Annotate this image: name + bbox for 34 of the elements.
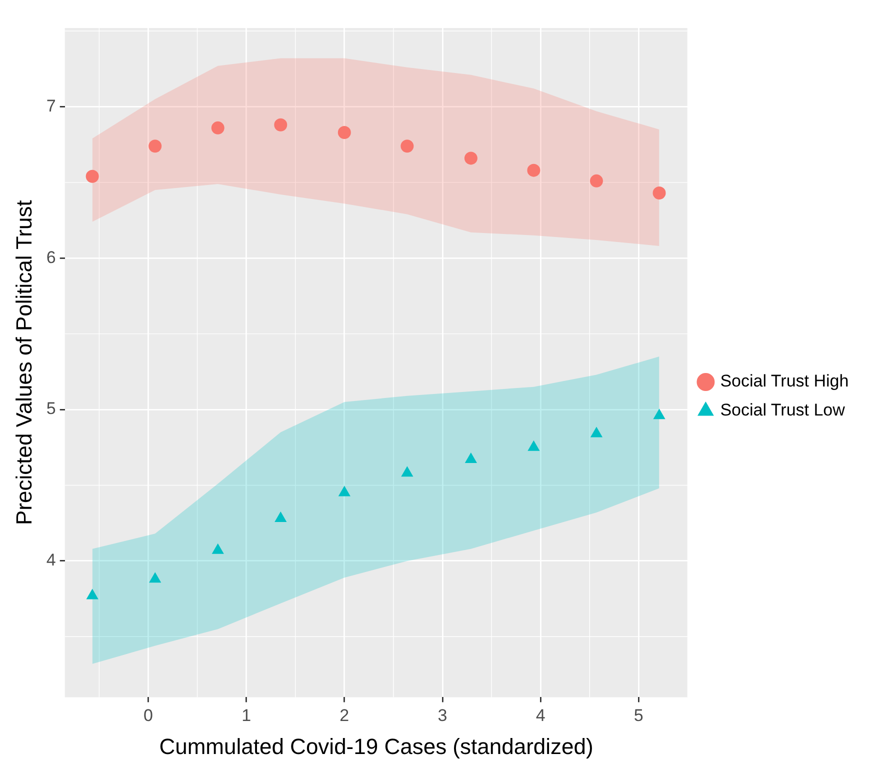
x-tick-label: 5: [634, 706, 644, 726]
point: [590, 427, 602, 438]
point: [400, 140, 414, 153]
point: [338, 126, 351, 139]
point: [464, 152, 478, 165]
point: [212, 544, 224, 554]
point: [590, 174, 603, 188]
y-tick-label: 7: [46, 96, 56, 116]
point: [527, 164, 540, 177]
x-tick-label: 4: [536, 706, 546, 726]
legend-label: Social Trust High: [720, 372, 849, 391]
point: [401, 466, 413, 477]
y-axis-title: Precicted Values of Political Trust: [11, 200, 36, 526]
point: [274, 512, 286, 522]
y-tick-label: 4: [46, 550, 56, 570]
x-tick-label: 1: [242, 706, 252, 726]
x-axis-title: Cummulated Covid-19 Cases (standardized): [159, 734, 594, 759]
point: [274, 118, 288, 132]
point: [148, 140, 162, 153]
point: [86, 170, 99, 183]
x-tick-label: 2: [340, 706, 350, 726]
point: [211, 121, 224, 134]
point: [338, 486, 350, 496]
point: [86, 589, 98, 600]
point: [465, 453, 477, 463]
point: [528, 440, 540, 451]
point: [149, 572, 161, 583]
x-tick-label: 3: [438, 706, 448, 726]
y-tick-label: 5: [46, 399, 56, 418]
point: [652, 186, 666, 200]
y-tick-label: 6: [46, 248, 56, 267]
x-tick-label: 0: [143, 706, 153, 726]
legend-label: Social Trust Low: [720, 400, 846, 420]
point: [654, 409, 665, 420]
